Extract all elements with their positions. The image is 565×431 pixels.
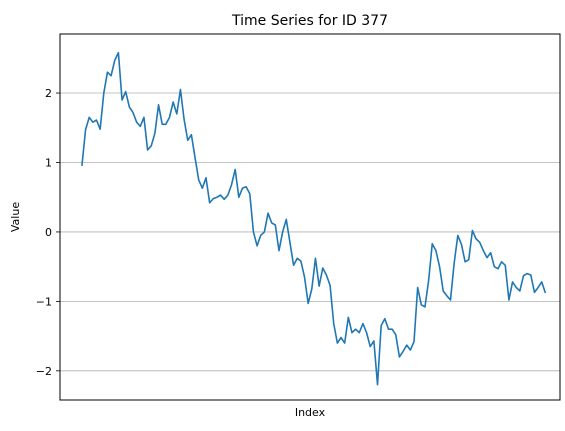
plot-frame <box>59 33 561 401</box>
grid-lines <box>60 92 560 372</box>
y-axis-ticks: 2 1 0 −1 −2 <box>36 87 60 378</box>
y-axis-label: Value <box>9 202 22 232</box>
y-tick-label: 0 <box>45 226 52 239</box>
y-tick-label: −2 <box>36 365 52 378</box>
series-layer <box>81 51 547 386</box>
y-tick-label: −1 <box>36 295 52 308</box>
chart-title: Time Series for ID 377 <box>231 13 388 29</box>
series-line-0 <box>81 51 547 386</box>
y-tick-label: 2 <box>45 87 52 100</box>
y-tick-label: 1 <box>45 156 52 169</box>
x-axis-label: Index <box>295 406 326 419</box>
